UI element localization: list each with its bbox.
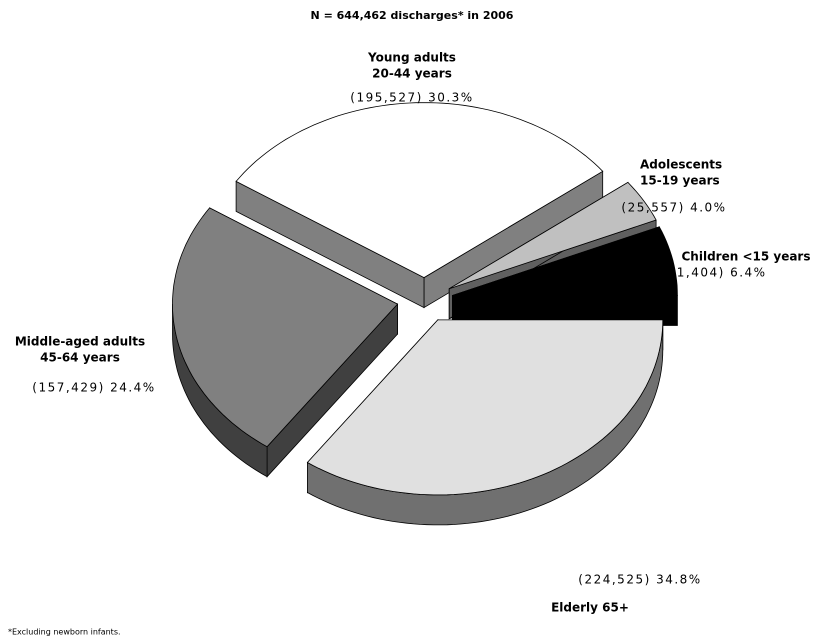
slice: [306, 319, 664, 496]
slice-label: Children <15 years: [682, 250, 811, 264]
slice: [235, 102, 604, 279]
slice-label: 15-19 years: [640, 174, 720, 188]
value-label: (157,429) 24.4%: [32, 381, 155, 395]
slice-label: Adolescents: [640, 158, 722, 172]
slice-label: 20-44 years: [372, 67, 452, 81]
value-label: (25,557) 4.0%: [621, 201, 726, 215]
slice-label: 45-64 years: [40, 351, 120, 365]
chart-title: N = 644,462 discharges* in 2006: [311, 9, 514, 22]
slice-label: Elderly 65+: [551, 601, 629, 615]
value-label: (195,527) 30.3%: [350, 91, 473, 105]
slice-label: Young adults: [367, 51, 456, 65]
footnote: *Excluding newborn infants.: [8, 628, 121, 637]
slice: [452, 226, 678, 296]
slice-label: Middle-aged adults: [15, 335, 145, 349]
value-label: (224,525) 34.8%: [578, 573, 701, 587]
slice: [172, 207, 399, 448]
value-label: (41,404) 6.4%: [661, 266, 766, 280]
slice: [448, 181, 657, 290]
